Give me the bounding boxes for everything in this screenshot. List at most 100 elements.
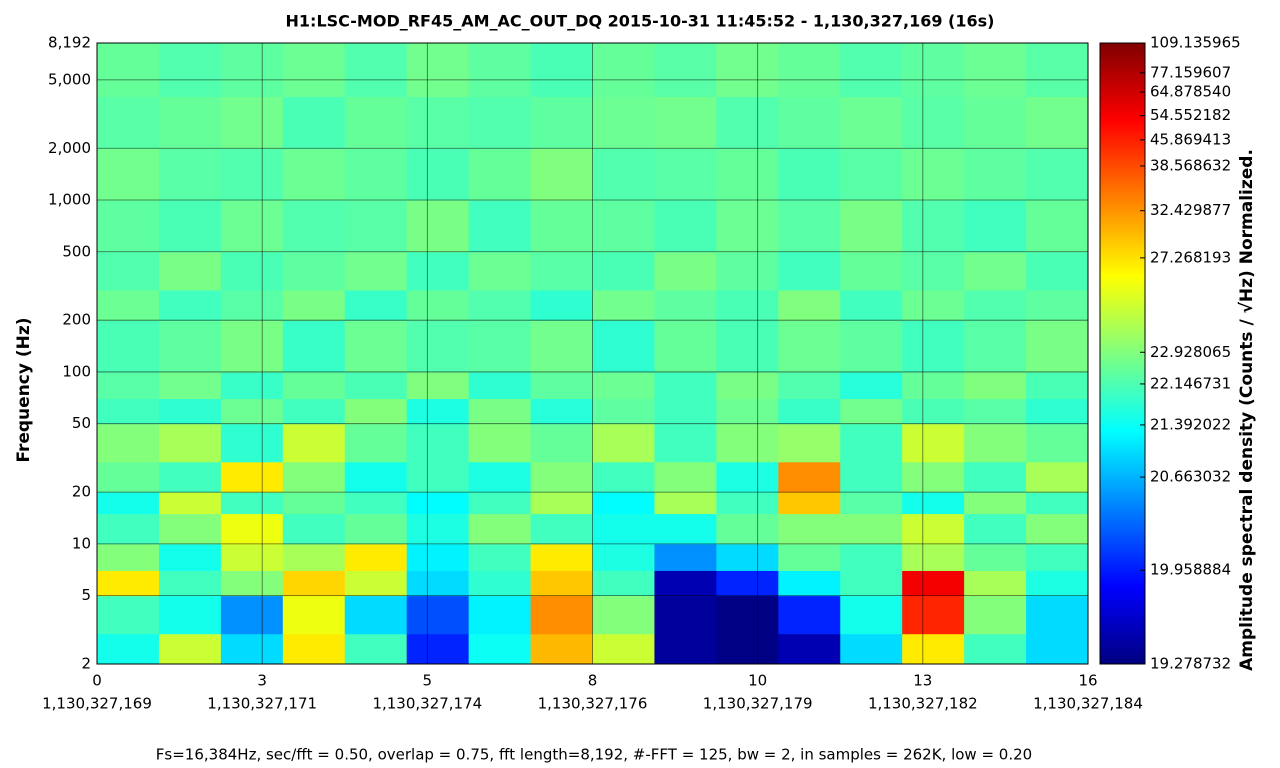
cell — [592, 492, 655, 515]
y-tick-label: 8,192 — [48, 34, 91, 52]
footer: Fs=16,384Hz, sec/fft = 0.50, overlap = 0… — [156, 746, 1032, 764]
cell — [530, 633, 593, 665]
cell — [468, 200, 532, 253]
cell — [654, 96, 717, 149]
cell — [964, 398, 1027, 425]
cell — [592, 43, 655, 98]
cell — [406, 461, 470, 493]
cell — [716, 251, 779, 291]
cell — [344, 543, 408, 571]
cell — [220, 461, 284, 493]
cell — [530, 96, 593, 149]
cell — [1026, 320, 1089, 373]
colorbar-tick-label: 32.429877 — [1150, 201, 1231, 219]
cell — [97, 423, 160, 463]
cell — [282, 513, 346, 545]
cell — [654, 570, 717, 597]
cell — [716, 148, 779, 201]
cell — [778, 595, 841, 635]
cell — [964, 461, 1027, 493]
cell — [902, 200, 965, 253]
cell — [654, 492, 717, 515]
cell — [158, 200, 222, 253]
cell — [778, 543, 841, 571]
colorbar-tick-label: 38.568632 — [1150, 156, 1231, 174]
cell — [158, 461, 222, 493]
cell — [220, 595, 284, 635]
y-tick-label: 5,000 — [48, 70, 91, 88]
cell — [654, 43, 717, 98]
y-tick-label: 50 — [72, 414, 91, 432]
cell — [902, 251, 965, 291]
x-tick-gps-label: 1,130,327,176 — [538, 695, 648, 713]
cell — [344, 200, 408, 253]
x-tick-label: 16 — [1078, 672, 1097, 690]
cell — [97, 251, 160, 291]
colorbar-tick-label: 27.268193 — [1150, 248, 1231, 266]
cell — [97, 543, 160, 571]
cell — [344, 398, 408, 425]
cell — [1026, 398, 1089, 425]
cell — [282, 398, 346, 425]
cell — [344, 461, 408, 493]
cell — [592, 320, 655, 373]
cell — [840, 543, 903, 571]
cell — [716, 595, 779, 635]
cell — [902, 633, 965, 665]
cell — [840, 398, 903, 425]
cell — [220, 251, 284, 291]
cell — [1026, 461, 1089, 493]
cell — [282, 96, 346, 149]
cell — [654, 513, 717, 545]
cell — [97, 398, 160, 425]
cell — [964, 96, 1027, 149]
cell — [1026, 200, 1089, 253]
y-tick-label: 1,000 — [48, 191, 91, 209]
cell — [97, 513, 160, 545]
cell — [468, 595, 532, 635]
cell — [592, 251, 655, 291]
cell — [964, 492, 1027, 515]
x-tick-gps-label: 1,130,327,174 — [372, 695, 482, 713]
cell — [530, 43, 593, 98]
cell — [902, 595, 965, 635]
colorbar-tick-label: 19.958884 — [1150, 561, 1231, 579]
cell — [344, 492, 408, 515]
cell — [468, 148, 532, 201]
cell — [344, 320, 408, 373]
cell — [592, 148, 655, 201]
cell — [1026, 251, 1089, 291]
cell — [840, 148, 903, 201]
cell — [1026, 96, 1089, 149]
cell — [220, 633, 284, 665]
x-tick-label: 13 — [913, 672, 932, 690]
cell — [468, 570, 532, 597]
colorbar-tick-label: 22.146731 — [1150, 374, 1231, 392]
y-tick-label: 100 — [62, 362, 91, 380]
cell — [902, 513, 965, 545]
cell — [716, 633, 779, 665]
cell — [778, 200, 841, 253]
cell — [220, 570, 284, 597]
colorbar-tick-label: 22.928065 — [1150, 343, 1231, 361]
cell — [654, 200, 717, 253]
cell — [902, 492, 965, 515]
x-tick-label: 5 — [423, 672, 433, 690]
x-tick-label: 8 — [588, 672, 598, 690]
cell — [468, 543, 532, 571]
cell — [406, 43, 470, 98]
cell — [778, 43, 841, 98]
cell — [778, 492, 841, 515]
x-tick-label: 0 — [92, 672, 102, 690]
cell — [1026, 148, 1089, 201]
cell — [158, 595, 222, 635]
cell — [654, 251, 717, 291]
colorbar-tick-label: 54.552182 — [1150, 106, 1231, 124]
cell — [654, 543, 717, 571]
cell — [592, 595, 655, 635]
cell — [1026, 595, 1089, 635]
cell — [1026, 570, 1089, 597]
cell — [654, 423, 717, 463]
cell — [902, 423, 965, 463]
cell — [282, 543, 346, 571]
